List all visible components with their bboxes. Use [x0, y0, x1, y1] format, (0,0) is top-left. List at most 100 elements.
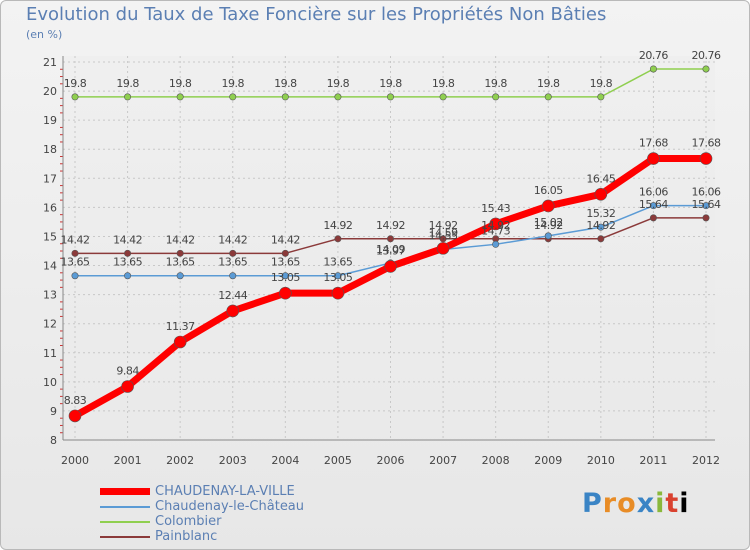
- data-point-colombier: [229, 93, 237, 101]
- data-label-colombier: 20.76: [639, 49, 668, 62]
- x-tick-label-2010: 2010: [587, 454, 615, 467]
- data-point-colombier: [702, 65, 710, 73]
- data-label-chaudenay-le-chateau: 14.09: [376, 243, 405, 256]
- data-label-colombier: 19.8: [222, 77, 245, 90]
- data-label-colombier: 19.8: [274, 77, 297, 90]
- data-point-chaudenay-la-ville: [489, 217, 502, 231]
- legend-item-painblanc: Painblanc: [100, 529, 360, 544]
- x-tick-label-2012: 2012: [692, 454, 720, 467]
- data-label-colombier: 19.8: [327, 77, 350, 90]
- data-point-chaudenay-la-ville: [436, 242, 450, 255]
- chart-title: Evolution du Taux de Taxe Foncière sur l…: [26, 4, 607, 25]
- data-point-colombier: [124, 93, 132, 101]
- data-point-painblanc: [439, 235, 447, 243]
- data-point-chaudenay-la-ville: [699, 152, 713, 165]
- legend-label-chaudenay-la-ville: CHAUDENAY-LA-VILLE: [155, 484, 295, 499]
- data-point-chaudenay-la-ville: [68, 409, 82, 423]
- data-label-chaudenay-le-chateau: 14.73: [481, 224, 510, 237]
- data-label-painblanc: 14.92: [376, 219, 405, 232]
- data-label-chaudenay-le-chateau: 13.65: [166, 256, 195, 269]
- x-tick-label-2005: 2005: [324, 454, 352, 467]
- logo-letter-p: P: [582, 488, 603, 519]
- data-point-chaudenay-le-chateau: [124, 272, 132, 280]
- y-tick-label-15: 15: [43, 230, 57, 243]
- data-label-chaudenay-la-ville: 15.43: [481, 202, 510, 215]
- data-point-colombier: [649, 65, 657, 73]
- data-label-chaudenay-la-ville: 16.05: [534, 184, 563, 197]
- data-label-painblanc: 14.42: [113, 233, 142, 246]
- x-tick-label-2002: 2002: [166, 454, 194, 467]
- data-label-chaudenay-la-ville: 16.45: [586, 172, 615, 185]
- y-tick-label-12: 12: [43, 318, 57, 331]
- data-point-chaudenay-le-chateau: [281, 272, 289, 280]
- y-tick-label-14: 14: [43, 260, 57, 273]
- data-label-chaudenay-le-chateau: 15.32: [586, 207, 615, 220]
- data-label-chaudenay-le-chateau: 16.06: [639, 186, 668, 199]
- data-point-chaudenay-la-ville: [173, 335, 187, 349]
- data-label-painblanc: 15.64: [692, 198, 721, 211]
- logo-letter-t: t: [665, 488, 680, 519]
- data-point-chaudenay-la-ville: [541, 199, 555, 213]
- data-point-painblanc: [597, 235, 605, 243]
- data-label-painblanc: 14.92: [586, 219, 615, 232]
- legend-swatch-chaudenay-le-chateau: [100, 506, 150, 508]
- legend-swatch-chaudenay-la-ville: [100, 488, 150, 495]
- y-tick-label-16: 16: [43, 201, 57, 214]
- y-tick-label-13: 13: [43, 289, 57, 302]
- data-point-chaudenay-le-chateau: [71, 272, 79, 280]
- data-point-chaudenay-la-ville: [121, 380, 134, 393]
- data-label-colombier: 20.76: [692, 49, 721, 62]
- data-label-colombier: 19.8: [116, 77, 139, 90]
- data-label-colombier: 19.8: [432, 77, 455, 90]
- data-label-chaudenay-le-chateau: 14.55: [429, 230, 458, 243]
- data-point-painblanc: [334, 235, 342, 243]
- data-label-chaudenay-le-chateau: 13.65: [323, 256, 352, 269]
- line-chart: 8 9 10 11 12 13 14 15 16 17 18 19 20 21 2000 2001 2002 20…: [43, 49, 721, 467]
- data-point-painblanc: [229, 249, 237, 257]
- data-point-painblanc: [281, 249, 289, 257]
- data-label-chaudenay-la-ville: 13.05: [271, 271, 300, 284]
- y-tick-label-21: 21: [43, 56, 57, 69]
- data-label-chaudenay-la-ville: 9.84: [116, 364, 139, 377]
- legend-item-chaudenay-le-chateau: Chaudenay-le-Château: [100, 499, 360, 514]
- data-label-chaudenay-la-ville: 13.97: [376, 244, 405, 257]
- data-point-colombier: [386, 93, 394, 101]
- legend-label-painblanc: Painblanc: [155, 529, 218, 544]
- x-tick-label-2006: 2006: [377, 454, 405, 467]
- proxiti-logo: Proxiti: [582, 488, 690, 519]
- data-point-colombier: [492, 93, 500, 101]
- data-point-colombier: [281, 93, 289, 101]
- data-label-colombier: 19.8: [590, 77, 613, 90]
- y-tick-label-19: 19: [43, 114, 57, 127]
- data-label-painblanc: 14.42: [218, 233, 247, 246]
- data-label-chaudenay-le-chateau: 13.65: [271, 256, 300, 269]
- y-tick-label-10: 10: [43, 376, 57, 389]
- chart-legend: CHAUDENAY-LA-VILLE Chaudenay-le-Château …: [100, 484, 360, 544]
- x-tick-label-2001: 2001: [114, 454, 142, 467]
- legend-label-chaudenay-le-chateau: Chaudenay-le-Château: [155, 499, 305, 514]
- data-point-chaudenay-le-chateau: [492, 240, 500, 248]
- data-point-colombier: [544, 93, 552, 101]
- x-tick-label-2009: 2009: [534, 454, 562, 467]
- data-point-painblanc: [124, 249, 132, 257]
- data-label-colombier: 19.8: [537, 77, 560, 90]
- logo-letter-i2: i: [679, 488, 690, 519]
- data-label-painblanc: 14.42: [166, 233, 195, 246]
- data-point-chaudenay-le-chateau: [649, 202, 657, 210]
- data-point-colombier: [439, 93, 447, 101]
- data-label-chaudenay-la-ville: 12.44: [218, 289, 247, 302]
- legend-item-chaudenay-la-ville: CHAUDENAY-LA-VILLE: [100, 484, 360, 499]
- data-label-colombier: 19.8: [379, 77, 402, 90]
- data-label-chaudenay-le-chateau: 15.02: [534, 216, 563, 229]
- data-point-chaudenay-le-chateau: [229, 272, 237, 280]
- logo-letter-r: r: [602, 488, 618, 519]
- data-point-chaudenay-le-chateau: [702, 202, 710, 210]
- data-point-chaudenay-la-ville: [384, 260, 397, 273]
- x-tick-label-2007: 2007: [429, 454, 457, 467]
- data-point-colombier: [597, 93, 605, 101]
- data-point-painblanc: [649, 214, 657, 222]
- data-label-chaudenay-la-ville: 17.68: [692, 137, 721, 150]
- data-point-chaudenay-le-chateau: [176, 272, 184, 280]
- x-tick-label-2000: 2000: [61, 454, 89, 467]
- data-point-painblanc: [386, 235, 394, 243]
